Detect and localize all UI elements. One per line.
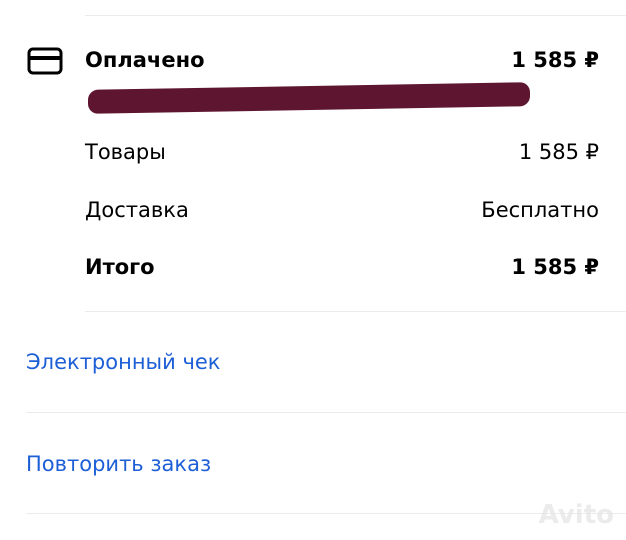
total-label: Итого [85,255,155,279]
payment-label: Оплачено [85,48,205,72]
delivery-label: Доставка [85,198,189,222]
electronic-receipt-link[interactable]: Электронный чек [26,350,221,374]
goods-label: Товары [85,140,166,164]
divider [85,15,626,16]
divider [26,412,626,413]
total-value: 1 585 ₽ [511,255,599,279]
total-row: Итого 1 585 ₽ [85,255,599,279]
goods-row: Товары 1 585 ₽ [85,140,599,164]
divider [26,513,626,514]
delivery-value: Бесплатно [481,198,599,222]
divider [85,311,626,312]
payment-amount: 1 585 ₽ [511,48,599,72]
delivery-row: Доставка Бесплатно [85,198,599,222]
goods-value: 1 585 ₽ [518,140,599,164]
repeat-order-link[interactable]: Повторить заказ [26,452,212,476]
credit-card-icon [27,47,63,75]
avito-watermark: Avito [538,500,614,530]
payment-row: Оплачено 1 585 ₽ [85,48,599,72]
redacted-area [88,82,530,114]
